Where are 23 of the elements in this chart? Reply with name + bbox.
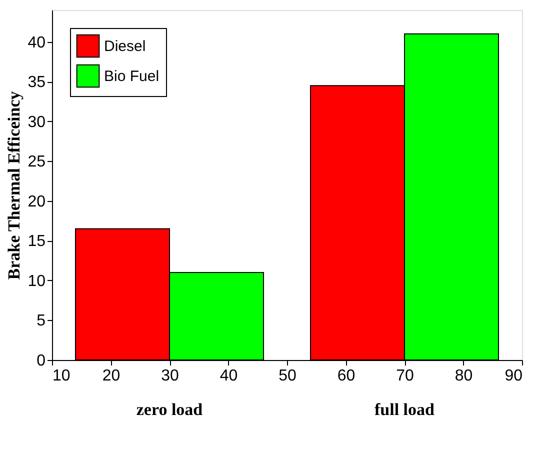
x-tick-label: 80 <box>454 368 473 384</box>
y-tick-label: 0 <box>36 352 46 370</box>
text: zero load <box>136 400 204 419</box>
x-tick-label: 40 <box>220 368 238 384</box>
y-tick-label: 30 <box>28 114 46 131</box>
x-tick-label: 50 <box>278 368 296 384</box>
y-tick-label: 5 <box>36 312 46 330</box>
legend-label: Bio Fuel <box>104 68 160 85</box>
text: full load <box>374 400 436 419</box>
y-axis-title: Brake Thermal Efficeincy <box>4 90 24 280</box>
y-tick-label: 15 <box>28 233 46 250</box>
y-tick-label: 20 <box>28 193 46 210</box>
y-tick-label: 40 <box>28 34 46 52</box>
x-tick-label: 20 <box>102 368 120 384</box>
y-tick-label: 25 <box>28 154 46 171</box>
legend-label: Diesel <box>104 38 146 55</box>
x-tick-label: 30 <box>161 368 179 384</box>
x-tick-label: 90 <box>504 368 523 384</box>
x-tick-label: 60 <box>337 368 356 384</box>
x-tick-label: 70 <box>396 368 414 384</box>
x-tick-label: 10 <box>52 368 70 384</box>
y-tick-label: 35 <box>28 74 46 92</box>
y-tick-label: 10 <box>28 272 46 290</box>
